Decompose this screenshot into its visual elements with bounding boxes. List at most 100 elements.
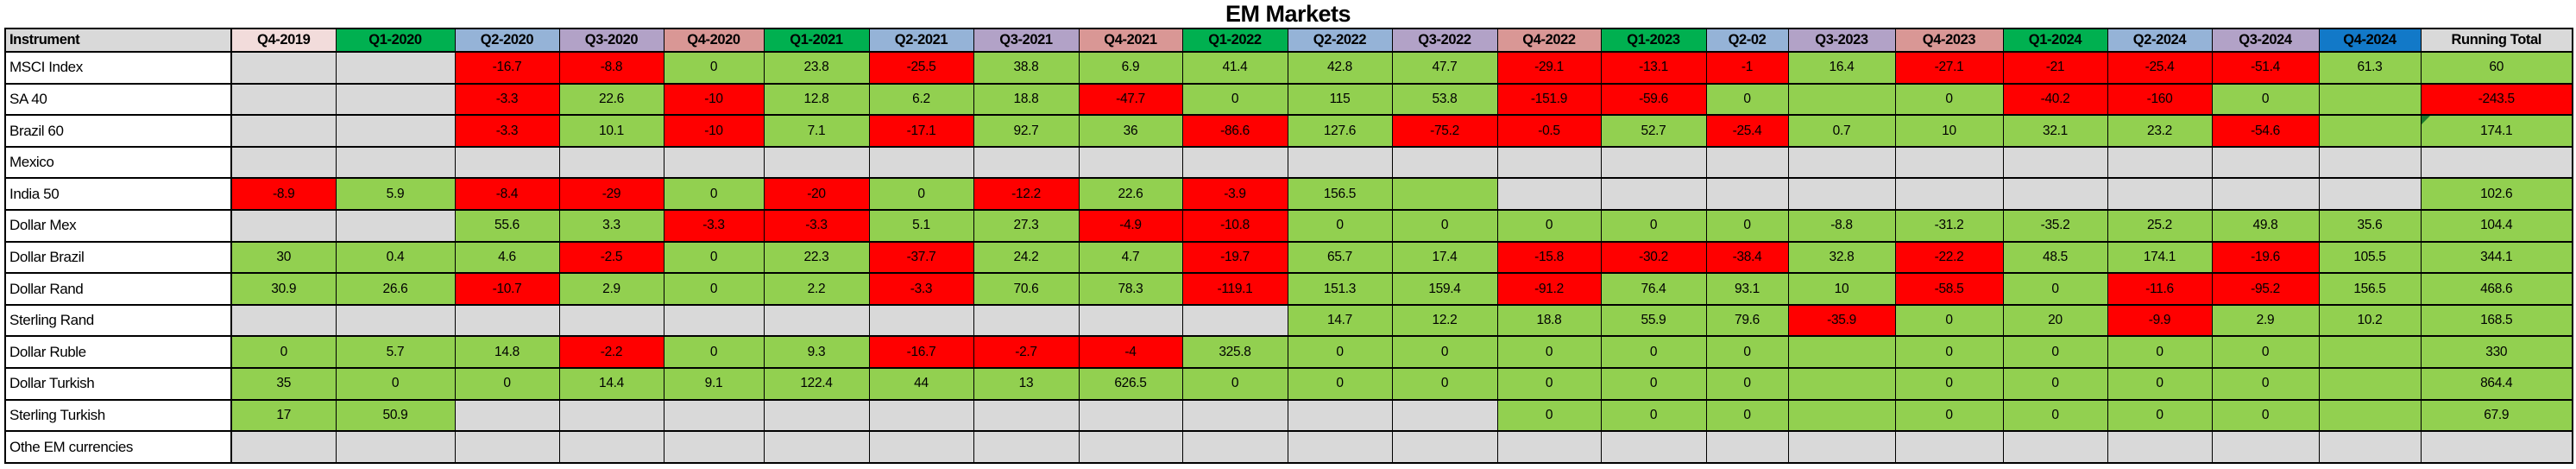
- value-cell[interactable]: 32.8: [1787, 240, 1896, 275]
- column-header[interactable]: Q1-2023: [1600, 28, 1707, 53]
- value-cell[interactable]: 0: [663, 51, 765, 85]
- value-cell[interactable]: 0: [1496, 335, 1602, 370]
- value-cell[interactable]: 325.8: [1181, 335, 1288, 370]
- value-cell[interactable]: -3.3: [868, 272, 974, 306]
- value-cell[interactable]: 22.6: [1078, 177, 1183, 212]
- value-cell[interactable]: 0: [1496, 367, 1602, 401]
- value-cell[interactable]: 32.1: [2002, 114, 2108, 148]
- value-cell[interactable]: [2420, 145, 2573, 180]
- value-cell[interactable]: -19.6: [2211, 240, 2320, 275]
- value-cell[interactable]: 10.2: [2318, 303, 2422, 338]
- value-cell[interactable]: [973, 145, 1080, 180]
- value-cell[interactable]: -40.2: [2002, 82, 2108, 117]
- value-cell[interactable]: 0: [1181, 82, 1288, 117]
- value-cell[interactable]: 0: [1600, 367, 1707, 401]
- value-cell[interactable]: [2318, 145, 2422, 180]
- value-cell[interactable]: [335, 114, 456, 148]
- value-cell[interactable]: [868, 398, 974, 433]
- value-cell[interactable]: 14.4: [558, 367, 664, 401]
- value-cell[interactable]: 10.1: [558, 114, 664, 148]
- column-header[interactable]: Running Total: [2420, 28, 2573, 53]
- column-header[interactable]: Q1-2020: [335, 28, 456, 53]
- value-cell[interactable]: 35: [230, 367, 337, 401]
- value-cell[interactable]: [2107, 177, 2213, 212]
- value-cell[interactable]: -119.1: [1181, 272, 1288, 306]
- row-label[interactable]: India 50: [4, 177, 232, 212]
- value-cell[interactable]: 864.4: [2420, 367, 2573, 401]
- value-cell[interactable]: -10: [663, 82, 765, 117]
- value-cell[interactable]: [1391, 177, 1498, 212]
- value-cell[interactable]: [2318, 114, 2422, 148]
- value-cell[interactable]: 0: [1894, 335, 2004, 370]
- value-cell[interactable]: [1287, 398, 1393, 433]
- value-cell[interactable]: 0: [1894, 82, 2004, 117]
- value-cell[interactable]: 0: [2211, 335, 2320, 370]
- value-cell[interactable]: [1496, 177, 1602, 212]
- value-cell[interactable]: 47.7: [1391, 51, 1498, 85]
- value-cell[interactable]: 9.1: [663, 367, 765, 401]
- value-cell[interactable]: 344.1: [2420, 240, 2573, 275]
- value-cell[interactable]: -1: [1705, 51, 1789, 85]
- value-cell[interactable]: 151.3: [1287, 272, 1393, 306]
- value-cell[interactable]: 52.7: [1600, 114, 1707, 148]
- value-cell[interactable]: 0.4: [335, 240, 456, 275]
- value-cell[interactable]: [1391, 145, 1498, 180]
- value-cell[interactable]: 2.9: [2211, 303, 2320, 338]
- value-cell[interactable]: [335, 51, 456, 85]
- value-cell[interactable]: 25.2: [2107, 209, 2213, 243]
- value-cell[interactable]: 0: [2211, 398, 2320, 433]
- value-cell[interactable]: -13.1: [1600, 51, 1707, 85]
- value-cell[interactable]: -51.4: [2211, 51, 2320, 85]
- row-label[interactable]: Sterling Rand: [4, 303, 232, 338]
- value-cell[interactable]: -58.5: [1894, 272, 2004, 306]
- value-cell[interactable]: 0: [1705, 209, 1789, 243]
- value-cell[interactable]: 0: [1287, 367, 1393, 401]
- value-cell[interactable]: -12.2: [973, 177, 1080, 212]
- value-cell[interactable]: 5.1: [868, 209, 974, 243]
- value-cell[interactable]: 10: [1787, 272, 1896, 306]
- value-cell[interactable]: 122.4: [763, 367, 870, 401]
- value-cell[interactable]: -25.4: [1705, 114, 1789, 148]
- value-cell[interactable]: -29.1: [1496, 51, 1602, 85]
- value-cell[interactable]: 0: [1600, 209, 1707, 243]
- value-cell[interactable]: [335, 430, 456, 464]
- value-cell[interactable]: 60: [2420, 51, 2573, 85]
- value-cell[interactable]: 159.4: [1391, 272, 1498, 306]
- value-cell[interactable]: -151.9: [1496, 82, 1602, 117]
- value-cell[interactable]: 26.6: [335, 272, 456, 306]
- value-cell[interactable]: 93.1: [1705, 272, 1789, 306]
- row-label[interactable]: MSCI Index: [4, 51, 232, 85]
- value-cell[interactable]: 0: [2211, 367, 2320, 401]
- value-cell[interactable]: [230, 209, 337, 243]
- value-cell[interactable]: [1787, 398, 1896, 433]
- value-cell[interactable]: 36: [1078, 114, 1183, 148]
- value-cell[interactable]: [454, 145, 560, 180]
- value-cell[interactable]: 0: [1496, 209, 1602, 243]
- value-cell[interactable]: 0: [663, 335, 765, 370]
- value-cell[interactable]: 6.9: [1078, 51, 1183, 85]
- value-cell[interactable]: 0: [2002, 367, 2108, 401]
- value-cell[interactable]: [230, 430, 337, 464]
- value-cell[interactable]: 330: [2420, 335, 2573, 370]
- value-cell[interactable]: [1078, 430, 1183, 464]
- value-cell[interactable]: 24.2: [973, 240, 1080, 275]
- value-cell[interactable]: [558, 303, 664, 338]
- value-cell[interactable]: 0: [1600, 335, 1707, 370]
- value-cell[interactable]: [1287, 145, 1393, 180]
- value-cell[interactable]: [454, 303, 560, 338]
- value-cell[interactable]: [230, 303, 337, 338]
- value-cell[interactable]: 0: [1287, 335, 1393, 370]
- value-cell[interactable]: [2107, 145, 2213, 180]
- value-cell[interactable]: 27.3: [973, 209, 1080, 243]
- value-cell[interactable]: [1181, 430, 1288, 464]
- value-cell[interactable]: 104.4: [2420, 209, 2573, 243]
- value-cell[interactable]: [2318, 398, 2422, 433]
- value-cell[interactable]: 0: [2002, 398, 2108, 433]
- value-cell[interactable]: [1496, 145, 1602, 180]
- value-cell[interactable]: [558, 430, 664, 464]
- value-cell[interactable]: -3.3: [454, 114, 560, 148]
- value-cell[interactable]: 13: [973, 367, 1080, 401]
- value-cell[interactable]: 468.6: [2420, 272, 2573, 306]
- value-cell[interactable]: [1705, 145, 1789, 180]
- value-cell[interactable]: 44: [868, 367, 974, 401]
